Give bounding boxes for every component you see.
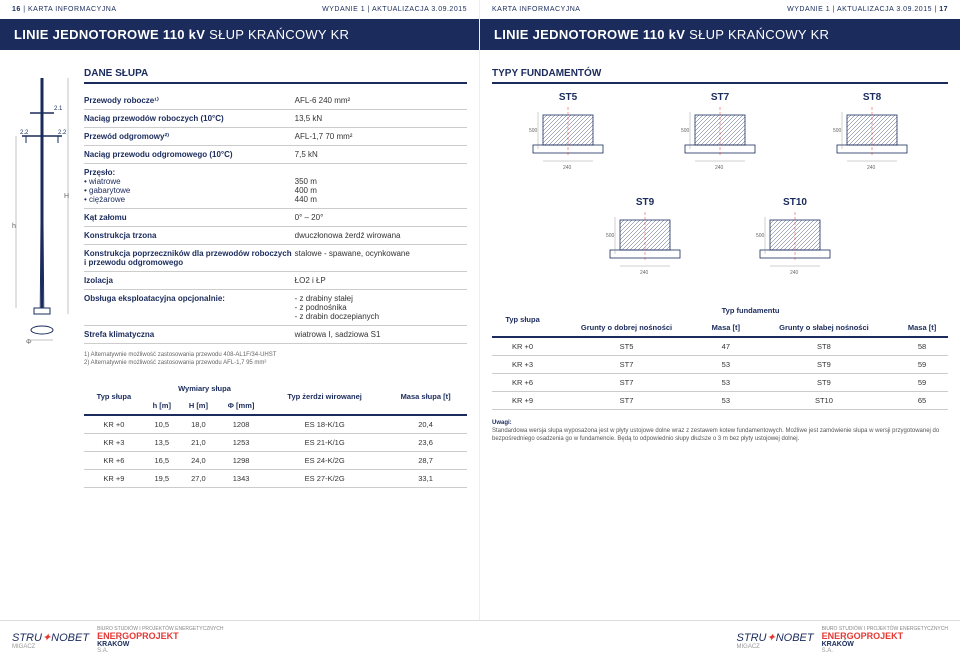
svg-text:2.2: 2.2 bbox=[58, 130, 67, 136]
svg-text:500: 500 bbox=[606, 233, 615, 239]
spec-row: Strefa klimatyczna wiatrowa I, sadziowa … bbox=[84, 326, 467, 344]
foundation-diagram: ST8 500 240 bbox=[827, 92, 917, 179]
svg-text:2.2: 2.2 bbox=[20, 130, 29, 136]
svg-text:2.1: 2.1 bbox=[54, 106, 63, 112]
table-row: KR +919,527,01343ES 27-K/2G33,1 bbox=[84, 469, 467, 487]
page-left: 16 | KARTA INFORMACYJNA WYDANIE 1 | AKTU… bbox=[0, 0, 480, 620]
svg-text:240: 240 bbox=[563, 165, 572, 171]
svg-text:h: h bbox=[12, 223, 16, 230]
table-row: KR +9ST753ST1065 bbox=[492, 392, 948, 410]
spec-row: Obsługa eksploatacyjna opcjonalnie: - z … bbox=[84, 290, 467, 326]
spec-row: Przewody robocze¹⁾ AFL-6 240 mm² bbox=[84, 92, 467, 110]
foundations-row-2: ST9 500 240 ST10 500 240 bbox=[492, 197, 948, 284]
banner-right: LINIE JEDNOTOROWE 110 kV SŁUP KRAŃCOWY K… bbox=[480, 19, 960, 50]
page-right: KARTA INFORMACYJNA WYDANIE 1 | AKTUALIZA… bbox=[480, 0, 960, 620]
table-row: KR +0ST547ST858 bbox=[492, 337, 948, 356]
svg-text:240: 240 bbox=[640, 270, 649, 276]
foundation-diagram: ST5 500 240 bbox=[523, 92, 613, 179]
foundation-diagram: ST10 500 240 bbox=[750, 197, 840, 284]
logo-left: STRU✦NOBETMIGACZ BIURO STUDIÓW I PROJEKT… bbox=[12, 627, 223, 654]
table-row: KR +3ST753ST959 bbox=[492, 356, 948, 374]
table-row: KR +6ST753ST959 bbox=[492, 374, 948, 392]
spec-row: Konstrukcja trzona dwuczłonowa żerdź wir… bbox=[84, 227, 467, 245]
pylon-diagram: 2.1 2.2 2.2 h H Φ bbox=[12, 68, 72, 488]
header-right: KARTA INFORMACYJNA WYDANIE 1 | AKTUALIZA… bbox=[480, 0, 960, 19]
logo-energoprojekt: BIURO STUDIÓW I PROJEKTÓW ENERGETYCZNYCH… bbox=[97, 627, 223, 654]
svg-text:500: 500 bbox=[756, 233, 765, 239]
foundation-diagram: ST9 500 240 bbox=[600, 197, 690, 284]
spec-row: Izolacja ŁO2 i ŁP bbox=[84, 272, 467, 290]
logo-right: STRU✦NOBETMIGACZ BIURO STUDIÓW I PROJEKT… bbox=[737, 627, 948, 654]
spec-row: Konstrukcja poprzeczników dla przewodów … bbox=[84, 245, 467, 272]
table-row: KR +313,521,01253ES 21-K/1G23,6 bbox=[84, 433, 467, 451]
foundation-table: Typ słupa Typ fundamentu Grunty o dobrej… bbox=[492, 302, 948, 410]
header-left: 16 | KARTA INFORMACYJNA WYDANIE 1 | AKTU… bbox=[0, 0, 479, 19]
foundation-diagram: ST7 500 240 bbox=[675, 92, 765, 179]
uwagi: Uwagi: Standardowa wersja słupa wyposażo… bbox=[492, 420, 948, 443]
table-row: KR +616,524,01298ES 24-K/2G28,7 bbox=[84, 451, 467, 469]
page-num: 17 bbox=[939, 6, 948, 13]
svg-text:500: 500 bbox=[681, 128, 690, 134]
spec-row: Kąt załomu 0° – 20° bbox=[84, 209, 467, 227]
svg-text:H: H bbox=[64, 193, 69, 200]
spec-row: Przewód odgromowy²⁾ AFL-1,7 70 mm² bbox=[84, 128, 467, 146]
table-row: KR +010,518,01208ES 18-K/1G20,4 bbox=[84, 415, 467, 434]
spec-row: Naciąg przewodu odgromowego (10°C) 7,5 k… bbox=[84, 146, 467, 164]
spec-row: Naciąg przewodów roboczych (10°C) 13,5 k… bbox=[84, 110, 467, 128]
footer: STRU✦NOBETMIGACZ BIURO STUDIÓW I PROJEKT… bbox=[0, 620, 960, 660]
header-label: KARTA INFORMACYJNA bbox=[492, 6, 580, 13]
svg-text:500: 500 bbox=[833, 128, 842, 134]
svg-text:240: 240 bbox=[715, 165, 724, 171]
svg-text:500: 500 bbox=[529, 128, 538, 134]
logo-energoprojekt: BIURO STUDIÓW I PROJEKTÓW ENERGETYCZNYCH… bbox=[822, 627, 948, 654]
banner-left: LINIE JEDNOTOROWE 110 kV SŁUP KRAŃCOWY K… bbox=[0, 19, 479, 50]
spec-row: Przęsło: • wiatrowe • gabarytowe • cięża… bbox=[84, 164, 467, 209]
dane-slupa-title: DANE SŁUPA bbox=[84, 68, 467, 84]
header-label: KARTA INFORMACYJNA bbox=[28, 6, 116, 13]
foundations-row-1: ST5 500 240 ST7 500 240 ST8 bbox=[492, 92, 948, 179]
page-num: 16 bbox=[12, 6, 21, 13]
svg-text:240: 240 bbox=[790, 270, 799, 276]
svg-text:240: 240 bbox=[867, 165, 876, 171]
typy-title: TYPY FUNDAMENTÓW bbox=[492, 68, 948, 84]
header-edition: WYDANIE 1 | AKTUALIZACJA 3.09.2015 bbox=[322, 6, 467, 13]
dimensions-table: Typ słupa Wymiary słupa Typ żerdzi wirow… bbox=[84, 380, 467, 488]
footnotes: 1) Alternatywnie możliwość zastosowania … bbox=[84, 352, 467, 368]
